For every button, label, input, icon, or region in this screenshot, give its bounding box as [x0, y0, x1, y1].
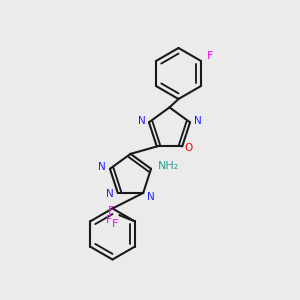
Text: F: F [106, 215, 112, 225]
Text: N: N [194, 116, 201, 126]
Text: NH₂: NH₂ [158, 161, 179, 171]
Text: F: F [112, 219, 118, 229]
Text: F: F [107, 206, 114, 216]
Text: N: N [98, 162, 105, 172]
Text: N: N [147, 193, 154, 202]
Text: O: O [185, 143, 193, 153]
Text: N: N [138, 116, 145, 126]
Text: N: N [106, 190, 113, 200]
Text: F: F [206, 50, 213, 61]
